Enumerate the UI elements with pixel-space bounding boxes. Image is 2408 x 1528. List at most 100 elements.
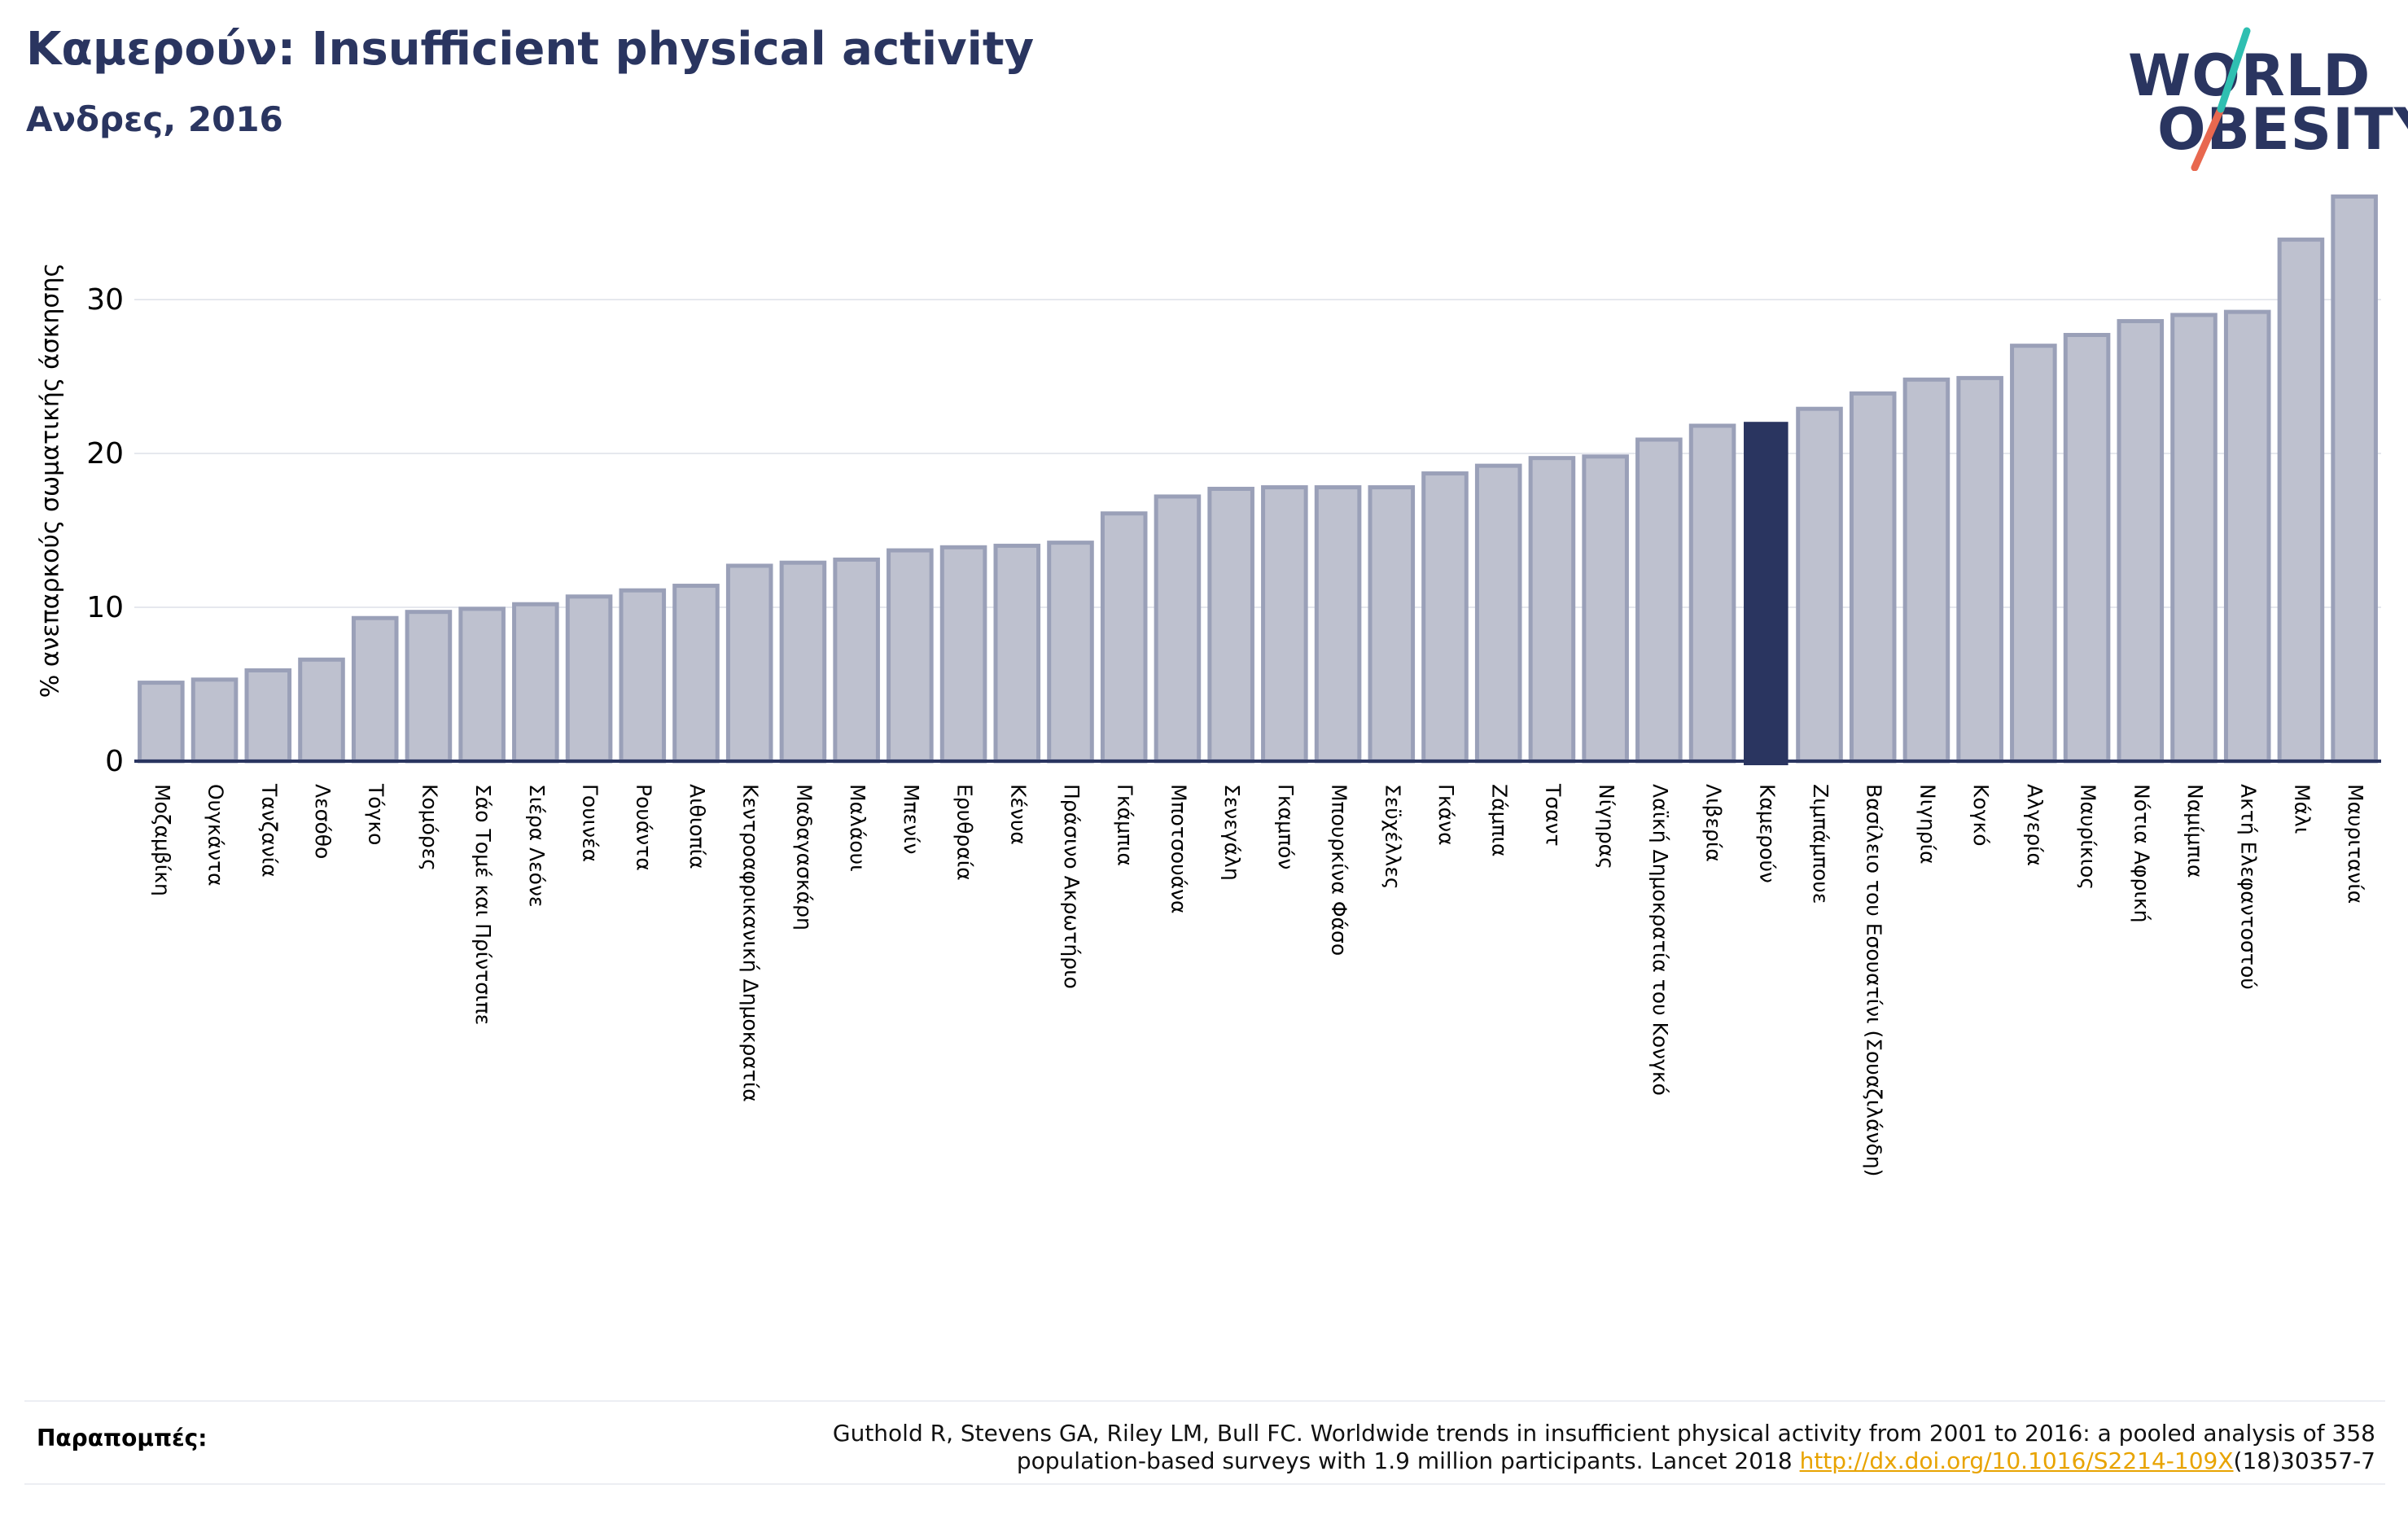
x-tick-label: Κογκό (1969, 784, 1993, 847)
bar (512, 602, 559, 764)
x-tick-label: Γκαμπόν (1274, 784, 1298, 869)
bar (779, 560, 827, 764)
x-tick-label: Βασίλειο του Εσουατίνι (Σουαζιλάνδη) (1863, 784, 1886, 1176)
logo-slash-icon (2191, 27, 2251, 171)
references-text: Guthold R, Stevens GA, Riley LM, Bull FC… (666, 1420, 2375, 1475)
chart-subtitle: Ανδρες, 2016 (26, 99, 283, 139)
x-tick-label: Κομόρες (418, 784, 441, 871)
bar (1796, 406, 1843, 764)
reference-doi-link[interactable]: http://dx.doi.org/10.1016/S2214-109X (1799, 1447, 2234, 1474)
references-label: Παραπομπές: (37, 1425, 208, 1451)
x-tick-label: Μποτσουάνα (1167, 784, 1190, 914)
bar (351, 615, 399, 764)
bar (993, 543, 1041, 764)
x-tick-label: Τανζανία (257, 783, 281, 878)
bar (298, 657, 345, 764)
bar (2277, 237, 2325, 764)
y-axis-label: % ανεπαρκούς σωματικής άσκησης (36, 262, 65, 698)
x-tick-label: Λιβερία (1702, 784, 1726, 862)
y-tick-label: 10 (86, 591, 124, 624)
x-tick-label: Σάο Τομέ και Πρίντσιπε (471, 784, 495, 1025)
bar (138, 681, 185, 764)
chart-title: Καμερούν: Insufficient physical activity (26, 23, 1035, 76)
x-tick-label: Αλγερία (2023, 784, 2047, 866)
bar-highlighted (1744, 422, 1788, 765)
bar (2063, 332, 2111, 764)
bar (1047, 541, 1094, 764)
x-tick-label: Σεϋχέλλες (1381, 784, 1404, 890)
bar (458, 606, 506, 764)
bar (619, 588, 667, 764)
x-tick-label: Ζιμπάμπουε (1809, 784, 1832, 904)
bar (939, 545, 987, 764)
bar (1528, 456, 1576, 764)
x-tick-label: Ακτή Ελεφαντοστού (2237, 784, 2261, 990)
bar (1368, 485, 1416, 764)
x-tick-label: Μπενίν (900, 784, 923, 855)
y-tick-label: 30 (86, 283, 124, 317)
x-tick-label: Κένυα (1006, 784, 1030, 845)
x-tick-label: Σιέρα Λεόνε (525, 784, 549, 907)
x-tick-label: Μοζαμβίκη (151, 784, 174, 896)
y-tick-label: 0 (105, 745, 124, 778)
x-tick-label: Γουινέα (579, 784, 602, 862)
bar (190, 677, 239, 764)
bar (1100, 511, 1148, 764)
x-tick-label: Γκάνα (1434, 784, 1458, 846)
bar (1261, 485, 1308, 764)
bar (2117, 318, 2165, 764)
x-tick-label: Νότια Αφρική (2130, 784, 2153, 922)
x-tick-label: Μαυριτανία (2344, 784, 2367, 904)
x-tick-label: Μάλι (2290, 784, 2314, 834)
x-tick-label: Τόγκο (365, 783, 388, 845)
bar (1688, 423, 1736, 764)
reference-line-2: population-based surveys with 1.9 millio… (666, 1447, 2375, 1475)
bar (1421, 471, 1469, 764)
x-tick-label: Αιθιοπία (685, 784, 709, 869)
bar (833, 557, 880, 764)
bar (1635, 437, 1683, 764)
x-tick-label: Καμερούν (1755, 784, 1779, 883)
reference-line-2-text: population-based surveys with 1.9 millio… (1016, 1447, 1800, 1474)
x-tick-label: Ουγκάντα (204, 784, 228, 887)
x-tick-label: Σενεγάλη (1220, 784, 1244, 881)
x-tick-label: Νιγηρία (1915, 784, 1939, 865)
bar (887, 548, 934, 764)
bar (1207, 486, 1254, 764)
bar (405, 610, 453, 764)
bar (2170, 313, 2218, 764)
x-tick-label: Μαλάουι (846, 784, 869, 872)
footer-bottom-rule (24, 1483, 2385, 1485)
bar (725, 563, 773, 764)
y-tick-label: 20 (86, 437, 124, 471)
bar (244, 668, 292, 764)
reference-line-2-suffix: (18)30357-7 (2233, 1447, 2375, 1474)
bar (1956, 375, 2003, 764)
x-tick-label: Γκάμπια (1114, 784, 1137, 866)
reference-line-1: Guthold R, Stevens GA, Riley LM, Bull FC… (832, 1420, 2375, 1447)
x-tick-label: Ρουάντα (632, 784, 655, 871)
x-tick-label: Λαϊκή Δημοκρατία του Κονγκό (1648, 784, 1672, 1096)
bar (1474, 463, 1522, 764)
bar (1849, 391, 1897, 764)
bar (1582, 454, 1629, 764)
x-tick-label: Ναμίμπια (2183, 784, 2207, 878)
footer-top-rule (24, 1400, 2385, 1402)
x-tick-label: Νίγηρας (1595, 784, 1618, 869)
bar (1314, 485, 1362, 764)
bar (2223, 309, 2271, 764)
x-tick-label: Κεντροαφρικανική Δημοκρατία (739, 784, 763, 1102)
bar (2331, 194, 2378, 764)
x-tick-label: Ζάμπια (1488, 784, 1512, 857)
x-tick-label: Πράσινο Ακρωτήριο (1060, 784, 1084, 989)
world-obesity-logo: WORLD OBESITY (2117, 24, 2408, 171)
x-tick-label: Τσαντ (1541, 783, 1565, 847)
logo-word-world: WORLD (2128, 42, 2371, 109)
x-tick-label: Μαυρίκιος (2077, 784, 2100, 890)
x-tick-label: Λεσόθο (311, 784, 335, 859)
bar (1154, 494, 1202, 764)
bar (565, 594, 613, 764)
bar (2010, 344, 2057, 764)
bar (672, 584, 720, 764)
x-tick-label: Ερυθραία (953, 784, 977, 881)
